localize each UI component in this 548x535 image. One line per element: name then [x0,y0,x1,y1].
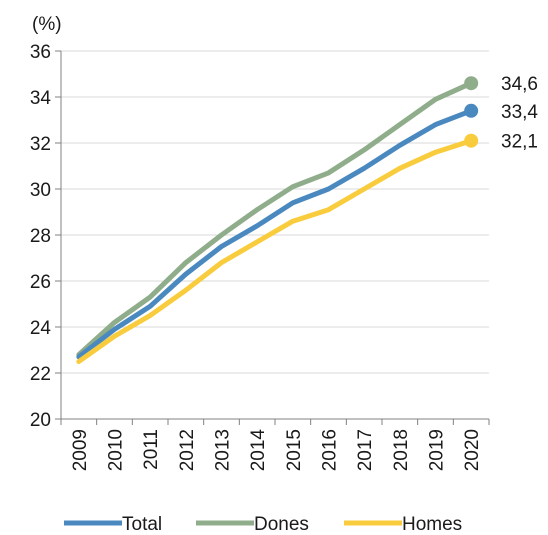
y-tick-label: 30 [30,180,51,201]
x-tick-label: 2016 [320,429,341,471]
y-tick-label: 20 [30,410,51,431]
series-line-total [76,108,474,360]
y-tick-label: 22 [30,364,51,385]
y-unit-label: (%) [32,14,62,35]
y-tick-label: 28 [30,226,51,247]
x-tick-label: 2013 [213,429,234,471]
y-tick-label: 36 [30,42,51,63]
end-label-homes: 32,1 [501,132,538,153]
x-tick-label: 2020 [462,429,483,471]
x-tick-label: 2017 [355,429,376,471]
end-labels: 34,6 33,4 32,1 [501,74,538,153]
legend-label-homes: Homes [402,514,462,535]
y-tick-label: 34 [30,88,52,109]
x-tick-label: 2014 [248,429,269,472]
x-tick-label: 2018 [391,429,412,471]
end-label-dones: 34,6 [501,74,538,95]
x-tick-label: 2011 [141,429,162,470]
y-tick-label: 32 [30,134,51,155]
x-tick-label: 2009 [70,429,91,471]
end-marker-dones [464,76,479,91]
end-label-total: 33,4 [501,102,538,123]
series-lines [76,76,479,364]
end-marker-homes [464,133,479,148]
legend-label-total: Total [122,514,162,535]
legend: Total Dones Homes [64,514,462,535]
x-tick-label: 2012 [177,429,198,471]
x-tick-label: 2015 [284,429,305,471]
x-tick-labels: 2009 2010 2011 2012 2013 2014 2015 2016 2017 2018… [70,429,483,472]
y-tick-label: 26 [30,272,51,293]
y-tick-label: 24 [30,318,52,339]
series-line-homes [76,138,474,364]
series-line-dones [76,80,474,358]
axes [55,50,490,425]
end-marker-total [464,103,479,118]
x-tick-label: 2010 [106,429,127,471]
y-tick-labels: 20 22 24 26 28 30 32 34 36 [30,42,52,431]
x-tick-label: 2019 [427,429,448,471]
legend-label-dones: Dones [254,514,309,535]
